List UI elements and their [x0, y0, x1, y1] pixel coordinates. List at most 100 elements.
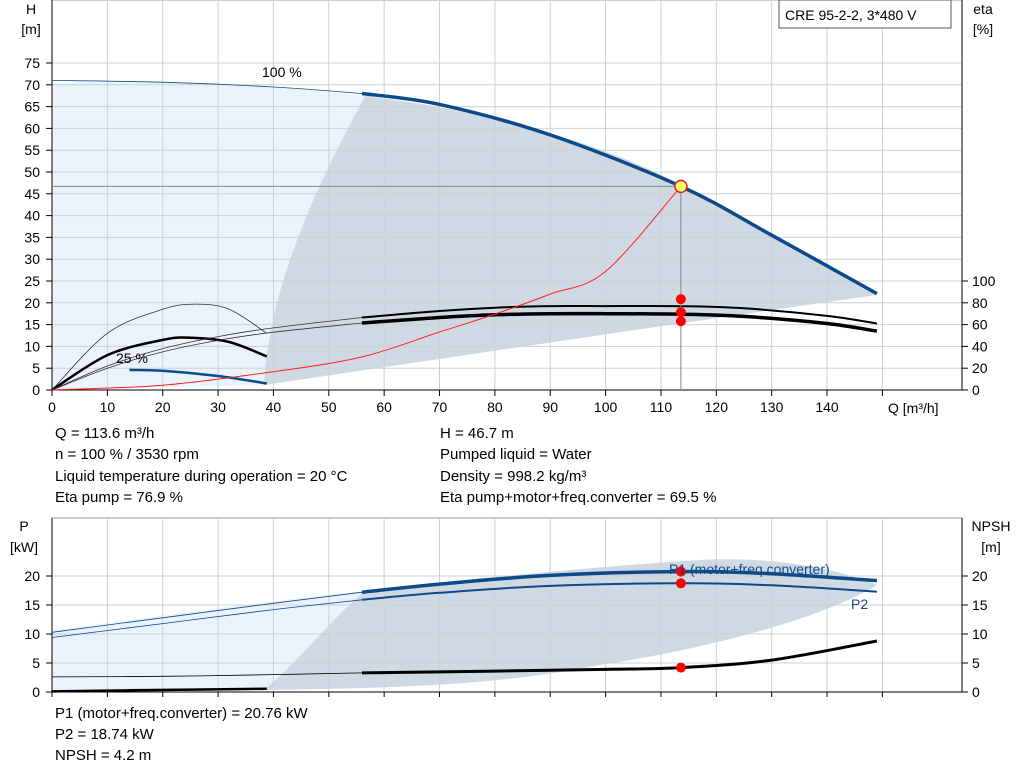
y-tick-label: 5 — [32, 360, 40, 376]
info-flow: Q = 113.6 m³/h — [55, 425, 154, 442]
y2-tick-label: 0 — [972, 382, 980, 398]
x-tick-label: 80 — [487, 399, 503, 415]
info-p2: P2 = 18.74 kW — [55, 726, 155, 743]
y-tick-label: 10 — [24, 338, 40, 354]
y-tick-label: 65 — [24, 99, 40, 115]
info-p1: P1 (motor+freq.converter) = 20.76 kW — [55, 705, 308, 722]
npsh-tick-label: 0 — [972, 684, 980, 700]
y2-tick-label: 60 — [972, 317, 988, 333]
eta-total-marker-2 — [675, 316, 686, 327]
info-pumped-liquid: Pumped liquid = Water — [440, 446, 592, 463]
p-tick-label: 0 — [32, 684, 40, 700]
p-tick-label: 5 — [32, 655, 40, 671]
y2-tick-label: 100 — [972, 273, 996, 289]
y2-tick-label: 40 — [972, 338, 988, 354]
system-curve — [51, 186, 682, 391]
p-tick-label: 10 — [24, 626, 40, 642]
y-tick-label: 25 — [24, 273, 40, 289]
npsh-marker — [675, 662, 686, 673]
npsh-axis-unit: [m] — [981, 539, 1000, 555]
legend-p1: P1 (motor+freq.converter) — [669, 561, 830, 577]
head-flow-chart: 0 10 20 30 40 50 60 70 80 90 100 110 120 130 140 0 5 10 15… — [24, 0, 996, 415]
x-tick-label: 120 — [705, 399, 729, 415]
y-tick-label: 40 — [24, 208, 40, 224]
curve-50-head — [51, 303, 268, 391]
curve-eta-partial — [51, 336, 268, 392]
y-axis-label: H — [26, 1, 36, 17]
npsh-tick-label: 5 — [972, 655, 980, 671]
power-npsh-chart: 0 5 10 15 20 0 5 10 15 20 — [24, 517, 988, 700]
eta-total-marker — [675, 307, 686, 318]
info-liquid-temp: Liquid temperature during operation = 20… — [55, 468, 348, 485]
y-tick-label: 0 — [32, 382, 40, 398]
x-tick-label: 40 — [266, 399, 282, 415]
x-tick-label: 110 — [650, 399, 673, 415]
eta-pump-thin — [51, 317, 363, 391]
p1-curve-thin — [51, 591, 363, 633]
x-tick-label: 60 — [376, 399, 392, 415]
operating-point-marker — [674, 179, 688, 194]
x-axis-label: Q [m³/h] — [888, 400, 939, 416]
qh-curve-25 — [129, 368, 267, 385]
y-tick-label: 55 — [24, 142, 40, 158]
p2-marker — [675, 578, 686, 589]
data-marks-top — [51, 80, 878, 392]
info-eta-pump: Eta pump = 76.9 % — [55, 489, 183, 506]
p1-curve — [361, 569, 878, 594]
y2-tick-label: 20 — [972, 360, 988, 376]
legend-p2: P2 — [851, 596, 868, 612]
p1-marker — [675, 566, 686, 577]
y-tick-label: 15 — [24, 317, 40, 333]
y-tick-label: 20 — [24, 295, 40, 311]
grid-top: 0 10 20 30 40 50 60 70 80 90 100 110 120 130 140 0 5 10 15… — [24, 0, 996, 415]
eta-total-thin — [51, 322, 363, 391]
model-label-box — [778, 0, 952, 29]
curve-label-25: 25 % — [116, 350, 148, 366]
npsh-tick-label: 15 — [972, 597, 988, 613]
power-band-light — [52, 591, 365, 692]
npsh-tick-label: 10 — [972, 626, 988, 642]
data-marks-bottom — [51, 566, 878, 693]
info-density: Density = 998.2 kg/m³ — [440, 468, 586, 485]
eta-total-curve — [361, 311, 878, 333]
power-band-dark — [264, 559, 877, 690]
info-npsh: NPSH = 4.2 m — [55, 747, 151, 764]
y2-axis-unit: [%] — [973, 21, 993, 37]
x-tick-label: 90 — [542, 399, 558, 415]
y-tick-label: 60 — [24, 120, 40, 136]
p2-curve-thin — [51, 599, 363, 638]
x-tick-label: 140 — [815, 399, 839, 415]
info-head: H = 46.7 m — [440, 425, 514, 442]
x-tick-label: 30 — [210, 399, 226, 415]
y-axis-unit: [m] — [21, 21, 40, 37]
curve-label-100: 100 % — [262, 64, 302, 80]
eta-pump-curve — [361, 304, 878, 325]
info-block-bottom: P1 (motor+freq.converter) = 20.76 kW P2 … — [55, 705, 308, 764]
p-tick-label: 20 — [24, 568, 40, 584]
y2-tick-label: 80 — [972, 295, 988, 311]
y-tick-label: 75 — [24, 55, 40, 71]
npsh-curve-thin — [51, 672, 363, 678]
qh-curve-100 — [361, 91, 878, 296]
x-tick-label: 130 — [760, 399, 784, 415]
npsh-axis-label: NPSH — [972, 518, 1011, 534]
model-label: CRE 95-2-2, 3*480 V — [785, 7, 917, 23]
p-axis-label: P — [19, 518, 28, 534]
p2-curve — [361, 582, 877, 601]
qh-curve-thin — [51, 80, 363, 94]
y-tick-label: 50 — [24, 164, 40, 180]
y-tick-label: 30 — [24, 251, 40, 267]
y-tick-label: 70 — [24, 77, 40, 93]
y-tick-label: 35 — [24, 229, 40, 245]
info-block-top: Q = 113.6 m³/h n = 100 % / 3530 rpm Liqu… — [55, 425, 716, 506]
npsh-tick-label: 20 — [972, 568, 988, 584]
x-tick-label: 20 — [155, 399, 171, 415]
npsh-curve-partial — [51, 687, 267, 693]
x-tick-label: 70 — [432, 399, 448, 415]
eta-pump-marker — [675, 294, 686, 305]
info-speed: n = 100 % / 3530 rpm — [55, 446, 199, 463]
x-tick-label: 50 — [321, 399, 337, 415]
x-tick-label: 10 — [100, 399, 116, 415]
y-tick-label: 45 — [24, 186, 40, 202]
